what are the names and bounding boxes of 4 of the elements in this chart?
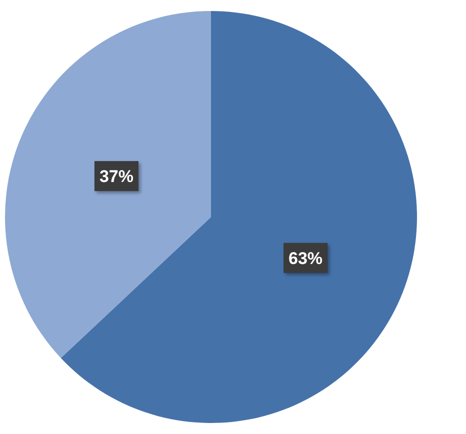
data-label: 37% [99, 167, 134, 186]
pie-slice [60, 11, 417, 423]
data-label: 63% [288, 248, 323, 268]
pie-slice [5, 11, 211, 358]
